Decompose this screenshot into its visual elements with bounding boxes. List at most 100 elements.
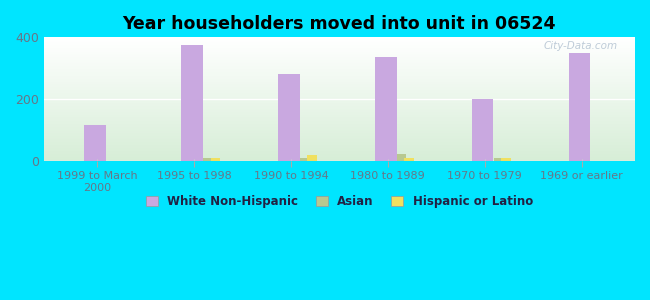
Bar <box>44 99 635 100</box>
Bar <box>44 127 635 128</box>
Bar <box>44 90 635 91</box>
Bar <box>44 66 635 67</box>
Bar <box>44 113 635 114</box>
Bar <box>44 86 635 87</box>
Bar <box>44 58 635 59</box>
Bar <box>44 147 635 148</box>
Bar <box>44 98 635 99</box>
Bar <box>44 37 635 38</box>
Bar <box>44 159 635 160</box>
Bar <box>181 45 203 160</box>
Bar <box>44 77 635 78</box>
Bar <box>44 69 635 70</box>
Bar <box>44 81 635 82</box>
Bar <box>44 79 635 80</box>
Bar <box>44 67 635 68</box>
Bar <box>44 46 635 47</box>
Bar <box>44 157 635 158</box>
Bar <box>44 121 635 122</box>
Bar <box>472 99 493 160</box>
Bar <box>44 65 635 66</box>
Bar <box>44 146 635 147</box>
Legend: White Non-Hispanic, Asian, Hispanic or Latino: White Non-Hispanic, Asian, Hispanic or L… <box>142 191 536 212</box>
Text: City-Data.com: City-Data.com <box>543 41 618 51</box>
Bar <box>44 150 635 151</box>
Bar <box>44 152 635 153</box>
Bar <box>203 158 213 160</box>
Bar <box>44 61 635 62</box>
Bar <box>44 105 635 106</box>
Bar <box>44 42 635 43</box>
Bar <box>44 83 635 84</box>
Bar <box>44 120 635 121</box>
Bar <box>44 55 635 56</box>
Bar <box>44 50 635 51</box>
Bar <box>44 126 635 127</box>
Title: Year householders moved into unit in 06524: Year householders moved into unit in 065… <box>123 15 556 33</box>
Bar <box>44 60 635 61</box>
Bar <box>44 122 635 123</box>
Bar <box>44 85 635 86</box>
Bar <box>44 119 635 120</box>
Bar <box>44 97 635 98</box>
Bar <box>44 104 635 105</box>
Bar <box>211 158 220 160</box>
Bar <box>44 41 635 42</box>
Bar <box>44 62 635 63</box>
Bar <box>44 102 635 103</box>
Bar <box>300 158 309 160</box>
Bar <box>44 158 635 159</box>
Bar <box>44 47 635 48</box>
Bar <box>44 49 635 50</box>
Bar <box>44 75 635 76</box>
Bar <box>44 142 635 143</box>
Bar <box>44 156 635 157</box>
Bar <box>44 87 635 88</box>
Bar <box>44 48 635 49</box>
Bar <box>44 154 635 155</box>
Bar <box>44 40 635 41</box>
Bar <box>44 89 635 90</box>
Bar <box>307 155 317 160</box>
Bar <box>44 52 635 53</box>
Bar <box>44 63 635 64</box>
Bar <box>44 115 635 116</box>
Bar <box>44 106 635 107</box>
Bar <box>44 93 635 94</box>
Bar <box>44 40 635 41</box>
Bar <box>44 118 635 119</box>
Bar <box>44 111 635 112</box>
Bar <box>44 155 635 156</box>
Bar <box>44 151 635 152</box>
Bar <box>44 84 635 85</box>
Bar <box>44 44 635 45</box>
Bar <box>44 143 635 144</box>
Bar <box>44 56 635 57</box>
Bar <box>44 92 635 93</box>
Bar <box>493 158 503 160</box>
Bar <box>44 71 635 72</box>
Bar <box>278 74 300 160</box>
Bar <box>501 158 511 160</box>
Bar <box>44 76 635 77</box>
Bar <box>44 73 635 74</box>
Bar <box>44 136 635 137</box>
Bar <box>569 53 590 160</box>
Bar <box>44 153 635 154</box>
Bar <box>44 149 635 150</box>
Bar <box>44 137 635 138</box>
Bar <box>44 130 635 131</box>
Bar <box>44 38 635 39</box>
Bar <box>44 108 635 109</box>
Bar <box>44 144 635 145</box>
Bar <box>44 72 635 73</box>
Bar <box>44 112 635 113</box>
Bar <box>44 101 635 102</box>
Bar <box>44 68 635 69</box>
Bar <box>44 100 635 101</box>
Bar <box>44 103 635 104</box>
Bar <box>44 53 635 54</box>
Bar <box>44 131 635 132</box>
Bar <box>44 135 635 136</box>
Bar <box>44 124 635 125</box>
